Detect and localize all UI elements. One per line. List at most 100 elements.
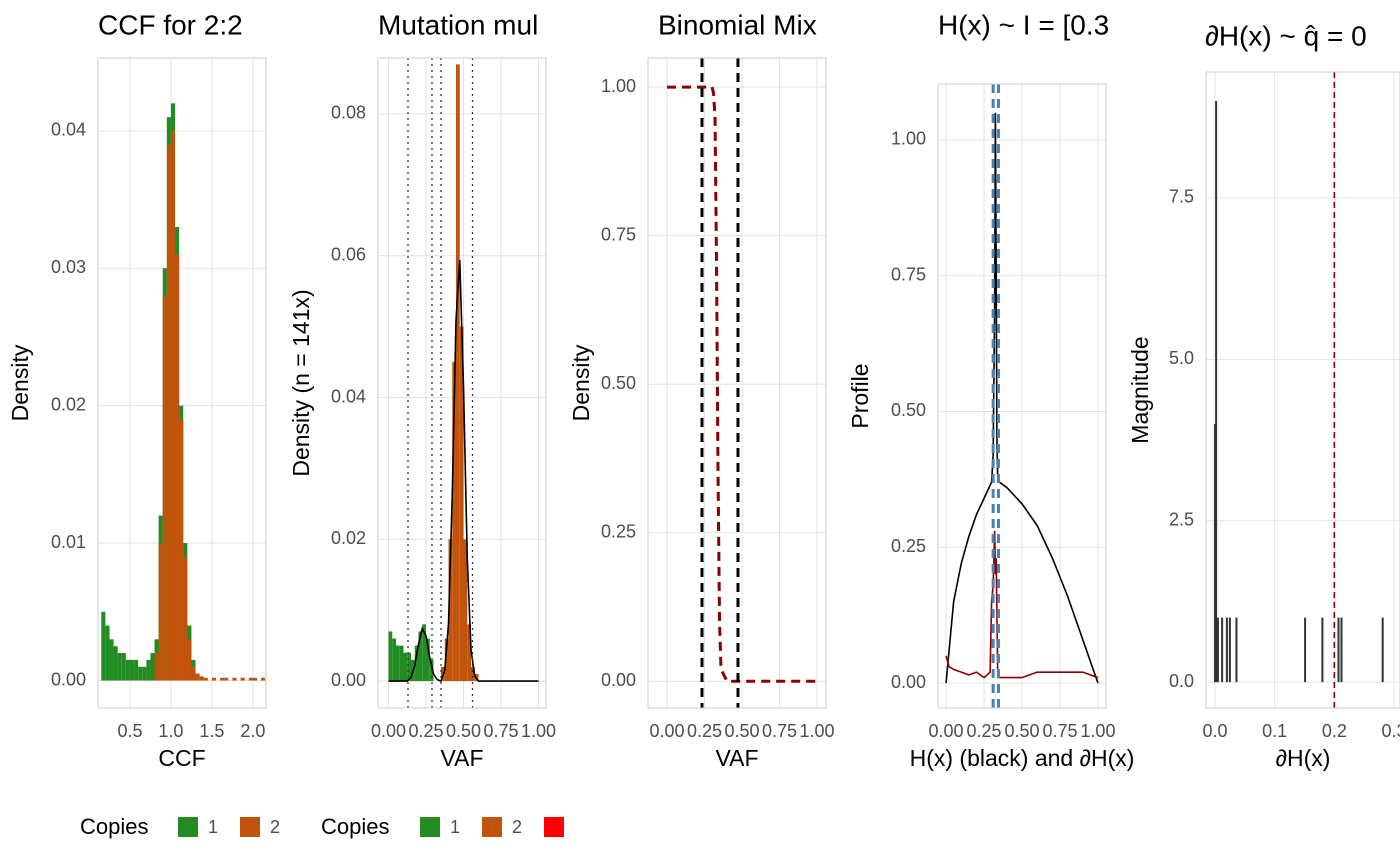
- plot-border: [647, 57, 827, 709]
- panel: 0.00 0.25 0.50 0.75 1.000.000.020.040.060.08…: [288, 9, 564, 839]
- y-tick-label: 0.00: [601, 670, 636, 690]
- x-tick-label: 0.25: [408, 721, 443, 741]
- y-tick-label: 5.0: [1169, 348, 1194, 368]
- x-tick-label: 0.75: [1042, 721, 1077, 741]
- y-tick-label: 0.25: [601, 521, 636, 541]
- x-tick-label: 1.00: [799, 721, 834, 741]
- plot-background: [1206, 72, 1400, 708]
- x-tick-label: 0.50: [1004, 721, 1039, 741]
- histogram-bar: [211, 677, 217, 681]
- histogram-bar: [392, 638, 396, 682]
- x-tick-label: 0.2: [1322, 721, 1347, 741]
- histogram-bar: [121, 653, 126, 681]
- chart-title: Mutation mul: [378, 9, 538, 40]
- x-axis-label: VAF: [440, 745, 483, 771]
- histogram-bar: [109, 639, 114, 681]
- y-axis-label: Density (n = 141x): [288, 289, 314, 476]
- histogram-bar: [203, 677, 208, 681]
- x-tick-label: 0.75: [762, 721, 797, 741]
- legend-label: 2: [270, 817, 280, 837]
- histogram-bar: [248, 677, 253, 681]
- histogram-bar: [388, 631, 393, 682]
- y-tick-label: 0.02: [51, 394, 86, 414]
- legend-swatch: [482, 817, 502, 837]
- plot-layer: [945, 84, 1099, 708]
- histogram-bar: [422, 624, 426, 682]
- x-tick-label: 0.0: [1202, 721, 1227, 741]
- histogram-bar: [125, 659, 130, 681]
- plot-layer: [388, 58, 539, 708]
- y-axis-label: Profile: [847, 363, 873, 428]
- legend-swatch: [240, 817, 260, 837]
- histogram-bar: [396, 645, 400, 682]
- x-tick-label: 0.00: [929, 721, 964, 741]
- legend-title: Copies: [321, 814, 389, 839]
- histogram-bar: [138, 666, 143, 681]
- histogram-bar: [471, 666, 475, 682]
- histogram-bar: [252, 677, 257, 681]
- x-tick-label: 0.00: [650, 721, 685, 741]
- histogram-bar: [105, 625, 110, 681]
- x-axis-label: CCF: [158, 745, 205, 771]
- x-axis-label: ∂H(x): [1276, 745, 1331, 771]
- y-tick-label: 0.25: [891, 536, 926, 556]
- histogram-bar: [261, 677, 266, 681]
- histogram-bar: [191, 666, 196, 681]
- y-tick-label: 0.50: [601, 373, 636, 393]
- x-tick-label: 0.1: [1262, 721, 1287, 741]
- histogram-bar: [467, 624, 471, 682]
- histogram-bar: [240, 677, 245, 681]
- histogram-bar: [399, 645, 404, 682]
- histogram-bar: [170, 130, 176, 681]
- y-tick-label: 0.04: [51, 120, 86, 140]
- histogram-bar: [166, 144, 171, 681]
- y-tick-label: 0.75: [891, 264, 926, 284]
- y-tick-label: 0.06: [331, 245, 366, 265]
- y-tick-label: 0.02: [331, 528, 366, 548]
- x-tick-label: 0.75: [483, 721, 518, 741]
- plot-layer: [667, 58, 817, 708]
- histogram-bar: [134, 659, 139, 681]
- histogram-bar: [199, 676, 204, 681]
- panel: 0.00 0.25 0.50 0.75 1.000.000.250.500.751.00…: [847, 9, 1134, 771]
- y-tick-label: 1.00: [601, 76, 636, 96]
- x-tick-label: 0.50: [725, 721, 760, 741]
- y-tick-label: 0.00: [331, 670, 366, 690]
- plot-layer: [1213, 72, 1384, 708]
- legend-swatch: [178, 817, 198, 837]
- x-tick-label: 1.00: [521, 721, 556, 741]
- chart-title: CCF for 2:2: [98, 9, 243, 40]
- y-tick-label: 0.0: [1169, 671, 1194, 691]
- y-tick-label: 0.08: [331, 103, 366, 123]
- histogram-bar: [232, 677, 237, 681]
- histogram-bar: [418, 631, 423, 682]
- histogram-bar: [224, 677, 229, 681]
- histogram-bar: [150, 653, 155, 681]
- plot-border: [377, 57, 547, 709]
- legend-label: 1: [450, 817, 460, 837]
- histogram-bar: [403, 652, 408, 682]
- x-tick-label: 1.00: [1080, 721, 1115, 741]
- y-axis-label: Density: [568, 344, 594, 421]
- legend-label: 2: [512, 817, 522, 837]
- y-tick-label: 0.01: [51, 532, 86, 552]
- histogram-bar: [452, 362, 456, 682]
- histogram-bar: [459, 326, 464, 682]
- chart-title: Binomial Mix: [658, 9, 817, 40]
- histogram-bar: [407, 652, 411, 682]
- histogram-bar: [187, 639, 192, 681]
- plot-border: [97, 57, 267, 709]
- y-axis-label: Density: [7, 344, 33, 421]
- line: [945, 530, 1099, 679]
- legend-swatch: [420, 817, 440, 837]
- histogram-bar: [158, 543, 163, 681]
- x-tick-label: 0.25: [967, 721, 1002, 741]
- y-tick-label: 0.50: [891, 400, 926, 420]
- histogram-bar: [162, 295, 167, 681]
- histogram-bar: [117, 653, 122, 681]
- plot-border: [937, 83, 1107, 709]
- histogram-bar: [146, 659, 151, 681]
- plot-layer: [101, 103, 266, 681]
- legend-swatch: [544, 817, 564, 837]
